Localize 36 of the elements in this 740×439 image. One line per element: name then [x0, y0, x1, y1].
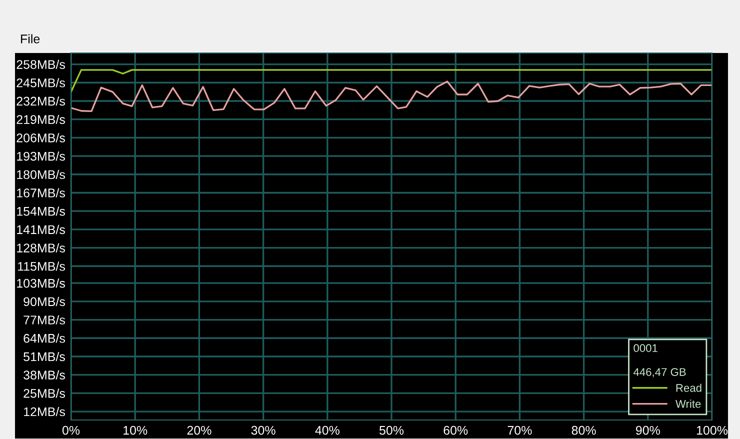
line-series	[71, 80, 712, 112]
y-tick-label: 141MB/s	[17, 224, 65, 234]
y-tick-label: 128MB/s	[17, 243, 65, 252]
x-tick-label: 50%	[379, 426, 404, 435]
x-tick-label: 40%	[315, 426, 340, 435]
y-tick-label: 232MB/s	[16, 96, 65, 106]
y-tick-label: 64MB/s	[24, 334, 65, 343]
x-tick-label: 30%	[251, 426, 276, 435]
y-tick-label: 25MB/s	[24, 388, 65, 398]
x-tick-label: 0%	[62, 426, 80, 435]
y-tick-label: 219MB/s	[16, 114, 65, 124]
y-tick-label: 77MB/s	[24, 315, 65, 324]
y-tick-label: 90MB/s	[24, 296, 65, 306]
y-tick-label: 245MB/s	[16, 78, 65, 88]
x-tick-label: 70%	[508, 426, 532, 435]
y-tick-label: 12MB/s	[24, 407, 65, 416]
y-tick-label: 51MB/s	[24, 352, 65, 362]
y-tick-label: 180MB/s	[17, 170, 65, 180]
legend-label: Write	[675, 400, 701, 408]
y-tick-label: 193MB/s	[17, 152, 65, 161]
x-tick-label: 10%	[124, 426, 148, 435]
x-tick-label: 90%	[636, 426, 660, 435]
y-tick-label: 38MB/s	[24, 370, 65, 380]
text: 0001 446,47 GB	[633, 344, 686, 378]
y-tick-label: 103MB/s	[17, 278, 65, 288]
x-tick-label: 100%	[696, 426, 728, 435]
x-tick-label: 60%	[444, 426, 468, 435]
legend-label: Read	[676, 384, 702, 392]
x-tick-label: 80%	[572, 426, 596, 435]
y-tick-label: 206MB/s	[16, 133, 65, 142]
y-tick-label: 258MB/s	[16, 60, 65, 69]
text: File	[21, 34, 40, 44]
y-tick-label: 167MB/s	[17, 188, 65, 198]
y-tick-label: 154MB/s	[17, 206, 65, 216]
y-tick-label: 115MB/s	[18, 262, 65, 271]
x-tick-label: 20%	[187, 426, 212, 435]
